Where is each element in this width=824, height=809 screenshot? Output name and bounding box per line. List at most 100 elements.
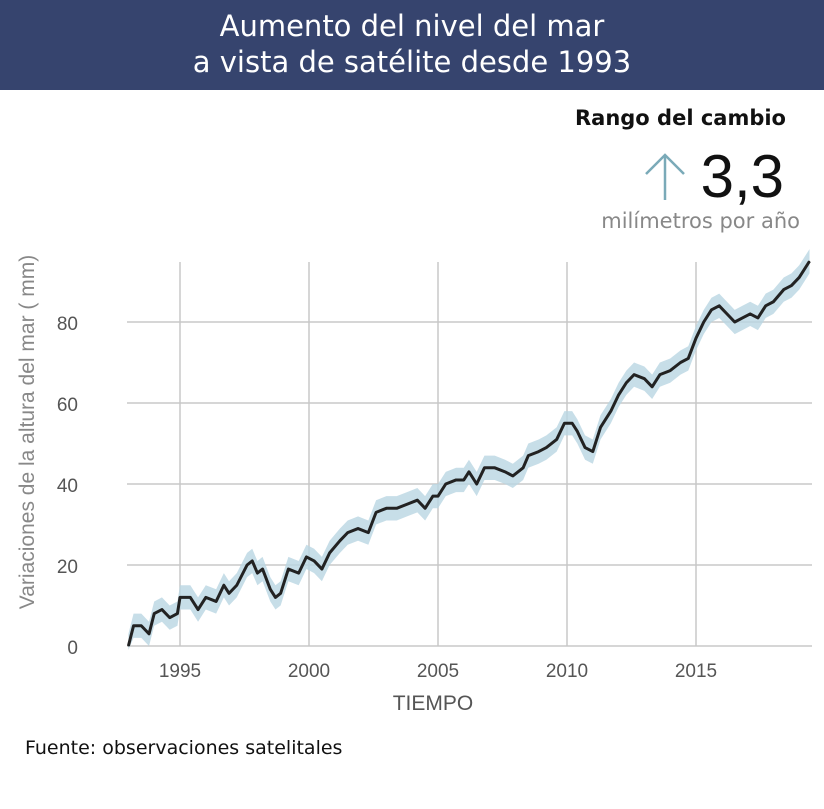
y-tick-label: 60 xyxy=(57,395,78,416)
data-point xyxy=(476,483,478,485)
data-point xyxy=(504,471,506,473)
x-tick-label: 1995 xyxy=(159,661,201,682)
data-point xyxy=(406,503,408,505)
data-point xyxy=(633,374,635,376)
data-point xyxy=(741,317,743,319)
title-banner: Aumento del nivel del mar a vista de sat… xyxy=(0,0,824,90)
title-line-2: a vista de satélite desde 1993 xyxy=(192,45,632,79)
data-point xyxy=(455,479,457,481)
data-point xyxy=(512,475,514,477)
arrow-up-icon xyxy=(645,153,685,200)
data-point xyxy=(228,592,230,594)
data-point xyxy=(396,507,398,509)
data-point xyxy=(246,564,248,566)
data-point xyxy=(765,305,767,307)
data-point xyxy=(274,596,276,598)
data-point xyxy=(445,483,447,485)
data-point xyxy=(432,495,434,497)
x-tick-label: 2010 xyxy=(546,661,588,682)
data-point xyxy=(571,422,573,424)
data-point xyxy=(618,394,620,396)
data-point xyxy=(437,495,439,497)
y-tick-label: 80 xyxy=(57,314,78,335)
data-point xyxy=(584,447,586,449)
data-point xyxy=(133,625,135,627)
data-point xyxy=(749,313,751,315)
data-point xyxy=(148,633,150,635)
data-point xyxy=(305,556,307,558)
data-point xyxy=(262,568,264,570)
data-point xyxy=(347,532,349,534)
data-point xyxy=(140,625,142,627)
y-tick-label: 40 xyxy=(57,476,78,497)
x-tick-label: 2000 xyxy=(288,661,330,682)
data-point xyxy=(527,455,529,457)
data-point xyxy=(576,430,578,432)
data-point xyxy=(790,285,792,287)
data-point xyxy=(298,572,300,574)
data-point xyxy=(385,507,387,509)
data-point xyxy=(545,447,547,449)
data-point xyxy=(424,507,426,509)
data-point xyxy=(287,568,289,570)
data-point xyxy=(153,613,155,615)
data-point xyxy=(659,374,661,376)
data-point xyxy=(269,588,271,590)
data-point xyxy=(651,386,653,388)
data-point xyxy=(757,317,759,319)
data-point xyxy=(215,600,217,602)
data-point xyxy=(522,467,524,469)
data-point xyxy=(205,596,207,598)
data-point xyxy=(710,309,712,311)
data-point xyxy=(339,540,341,542)
data-point xyxy=(280,592,282,594)
data-point xyxy=(416,499,418,501)
data-point xyxy=(321,568,323,570)
data-point xyxy=(127,645,129,647)
data-point xyxy=(179,596,181,598)
rate-title: Rango del cambio xyxy=(574,106,786,130)
data-point xyxy=(783,289,785,291)
data-point xyxy=(223,584,225,586)
data-point xyxy=(176,613,178,615)
uncertainty-band xyxy=(128,249,810,651)
data-point xyxy=(703,321,705,323)
data-point xyxy=(161,609,163,611)
data-point xyxy=(329,552,331,554)
data-point xyxy=(367,532,369,534)
data-point xyxy=(563,422,565,424)
data-point xyxy=(687,357,689,359)
data-point xyxy=(483,467,485,469)
data-point xyxy=(772,301,774,303)
data-point xyxy=(669,370,671,372)
data-point xyxy=(236,584,238,586)
x-axis-label: TIEMPO xyxy=(393,692,474,715)
data-point xyxy=(556,438,558,440)
y-axis-label: Variaciones de la altura del mar ( mm) xyxy=(16,255,39,609)
sea-level-line xyxy=(126,260,811,647)
data-point xyxy=(189,596,191,598)
rate-value: 3,3 xyxy=(700,143,784,210)
data-point xyxy=(798,276,800,278)
x-tick-label: 2005 xyxy=(417,661,459,682)
data-point xyxy=(643,378,645,380)
rate-unit: milímetros por año xyxy=(601,209,800,233)
data-point xyxy=(734,321,736,323)
y-tick-label: 0 xyxy=(67,638,78,659)
data-point xyxy=(313,560,315,562)
y-tick-label: 20 xyxy=(57,557,78,578)
data-point xyxy=(494,467,496,469)
x-tick-label: 2015 xyxy=(675,661,717,682)
data-point xyxy=(625,382,627,384)
data-point xyxy=(256,572,258,574)
data-point xyxy=(357,528,359,530)
data-point xyxy=(695,337,697,339)
data-point xyxy=(592,451,594,453)
data-point xyxy=(680,362,682,363)
data-point xyxy=(468,471,470,473)
data-point xyxy=(610,410,612,412)
data-point xyxy=(726,313,728,315)
title-line-1: Aumento del nivel del mar xyxy=(219,9,605,43)
